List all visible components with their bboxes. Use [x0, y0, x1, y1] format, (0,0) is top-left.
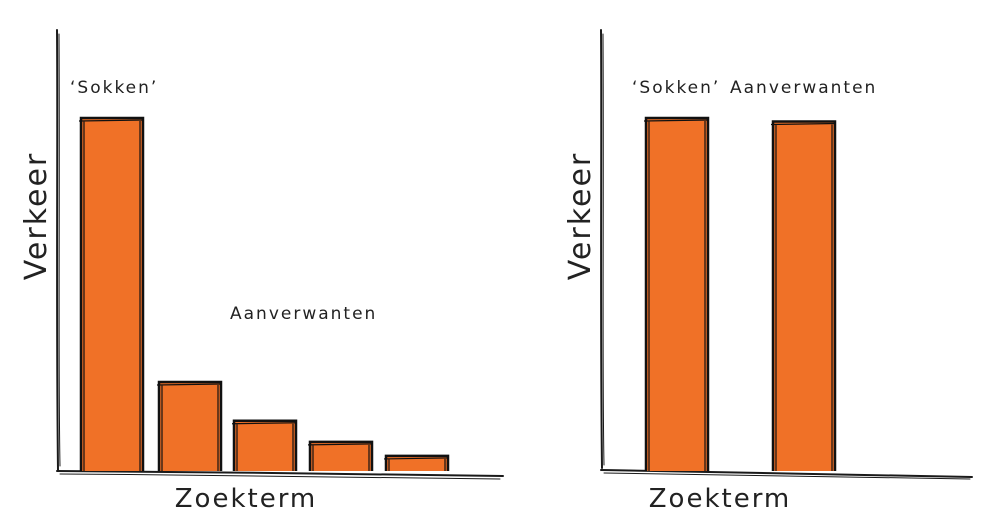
left-annotation-aanverwanten: Aanverwanten	[230, 304, 377, 324]
left-y-axis	[56, 29, 59, 471]
right-bar-sketch-1	[643, 119, 710, 471]
left-bar-1	[82, 119, 142, 471]
left-bar-outline-2	[157, 380, 223, 471]
right-bar-outline-1	[644, 116, 710, 471]
right-category-label-aanverwanten: Aanverwanten	[730, 78, 877, 98]
right-bar-outline-2	[771, 120, 837, 471]
left-bar-sketch-2	[156, 383, 223, 471]
left-bar-3	[235, 421, 295, 471]
left-bar-sketch-5	[383, 457, 450, 471]
right-bar-sketch-2	[770, 122, 837, 471]
left-bar-sketch-4	[307, 443, 374, 471]
left-bar-sketch-1	[78, 119, 145, 471]
left-x-axis	[56, 470, 504, 477]
right-x-axis-label: Zoekterm	[649, 484, 792, 514]
left-y-axis-sketch	[58, 33, 61, 467]
left-x-axis-sketch	[59, 473, 501, 480]
chart-right: Verkeer Zoekterm ‘Sokken’ Aanverwanten	[563, 29, 973, 514]
left-bar-2	[160, 383, 220, 471]
chart-left: Verkeer Zoekterm ‘Sokken’ Aanverwanten	[19, 29, 504, 514]
right-bar-2	[774, 122, 834, 472]
left-bar-outline-4	[308, 440, 374, 471]
left-bar-5	[387, 456, 447, 471]
right-y-axis	[600, 29, 603, 469]
left-bar-outline-5	[384, 454, 450, 471]
right-x-axis-sketch	[603, 472, 971, 480]
left-bar-sketch-3	[231, 422, 298, 471]
right-bar-1	[647, 119, 707, 471]
left-y-axis-label: Verkeer	[19, 152, 54, 281]
right-category-label-sokken: ‘Sokken’	[632, 78, 720, 98]
left-annotation-sokken: ‘Sokken’	[70, 78, 158, 98]
left-bar-outline-1	[79, 116, 145, 471]
left-bar-4	[311, 442, 371, 471]
right-y-axis-sketch	[602, 33, 605, 466]
left-bar-outline-3	[232, 419, 298, 471]
right-y-axis-label: Verkeer	[563, 152, 598, 281]
left-x-axis-label: Zoekterm	[175, 484, 318, 514]
left-bars	[78, 116, 450, 471]
right-bars	[643, 116, 837, 472]
